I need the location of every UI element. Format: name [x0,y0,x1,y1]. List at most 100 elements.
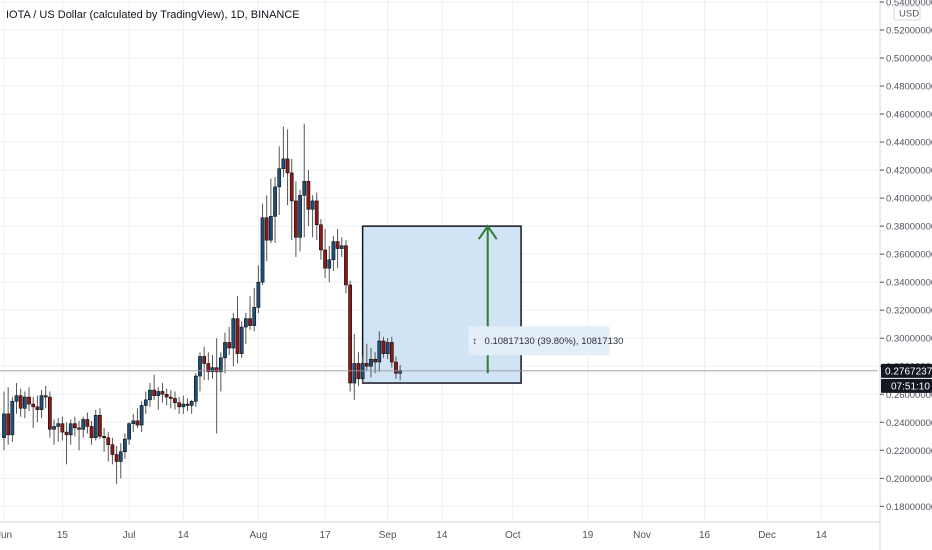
candle-down [323,249,327,269]
candle-down [177,402,181,408]
date-tick-label: Jun [0,530,12,541]
annotation-rectangle [361,225,522,384]
candle-up [127,423,131,440]
candle-up [327,259,332,269]
candle-down [89,426,94,438]
candles [2,123,402,484]
candle-down [294,200,298,238]
chart-title: IOTA / US Dollar (calculated by TradingV… [6,9,300,21]
candle-down [373,358,377,363]
candle-down [60,423,65,433]
price-tick-label: 0.52000000 [886,26,932,37]
candle-up [156,391,161,396]
candle-down [206,363,211,373]
candle-up [93,415,98,438]
candle-down [18,395,23,409]
candle-down [214,367,219,373]
price-tick-label: 0.48000000 [886,82,932,93]
candle-down [6,413,11,436]
candle-up [52,426,56,430]
date-tick-label: Sep [379,530,397,541]
price-tick-label: 0.22000000 [886,446,932,457]
price-tick-label: 0.30000000 [886,334,932,345]
price-tick-label: 0.42000000 [886,166,932,177]
candle-down [64,431,69,436]
candle-up [277,168,282,188]
last-price-label: 0.27672377 [885,366,932,377]
candle-up [198,356,202,377]
countdown-badge [881,378,932,393]
date-tick-label: 14 [178,530,190,541]
measure-icon: ↕ [473,336,478,347]
candle-up [81,419,86,430]
price-tick-label: 0.46000000 [886,110,932,121]
price-tick-label: 0.18000000 [886,502,932,513]
candle-up [281,158,286,169]
candle-down [248,318,252,326]
candle-down [77,427,81,430]
candle-down [102,436,106,438]
candle-up [2,413,6,438]
price-tick-label: 0.24000000 [886,418,932,429]
candle-down [98,415,102,437]
candle-up [231,318,236,349]
candle-up [56,423,61,427]
price-tick-label: 0.20000000 [886,474,932,485]
candle-down [344,245,348,286]
candle-up [131,420,136,424]
price-tick-label: 0.54000000 [886,0,932,8]
candle-down [335,241,340,249]
candle-down [202,356,207,364]
candle-down [160,391,165,395]
candle-up [298,195,302,238]
target-arrow-head [477,224,498,240]
date-tick-label: Nov [633,530,651,541]
candle-up [260,217,265,283]
candle-down [35,406,40,410]
candle-up [14,395,19,402]
candle-up [352,363,357,384]
candle-down [110,444,115,455]
date-tick-label: 16 [699,530,711,541]
candle-down [348,284,352,384]
candle-down [43,395,48,398]
candle-up [218,357,223,373]
annotation-layer [361,225,522,384]
candle-up [302,181,307,196]
candle-down [394,361,398,374]
price-tick-label: 0.34000000 [886,278,932,289]
last-price-badge [881,363,932,378]
candle-down [285,158,290,174]
candle-down [152,389,156,396]
date-tick-label: 19 [582,530,594,541]
candle-up [143,399,148,406]
candle-down [227,342,232,349]
candle-down [364,363,369,367]
candle-up [210,367,215,373]
candle-down [48,396,52,430]
price-tick-label: 0.32000000 [886,306,932,317]
candle-down [31,403,36,408]
date-tick-label: 17 [320,530,332,541]
candle-up [139,405,144,426]
countdown-label: 07:51:10 [891,381,930,392]
candle-up [189,401,194,406]
candle-up [377,340,382,363]
candle-up [252,307,257,326]
measure-label: 0.10817130 (39.80%), 10817130 [485,336,624,347]
candle-up [273,186,277,217]
measure-label-bg [468,326,610,356]
candle-up [256,281,261,308]
price-tick-label: 0.38000000 [886,222,932,233]
price-tick-label: 0.40000000 [886,194,932,205]
candle-down [173,398,177,403]
candle-down [389,342,394,363]
candle-up [23,396,27,409]
price-tick-label: 0.44000000 [886,138,932,149]
candle-down [164,394,169,398]
candle-down [306,181,311,210]
candle-up [339,245,344,249]
candle-up [239,326,244,354]
